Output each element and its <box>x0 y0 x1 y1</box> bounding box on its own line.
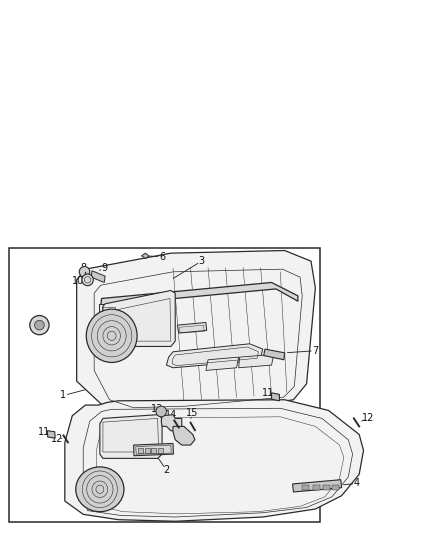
Text: 11: 11 <box>38 427 50 437</box>
Polygon shape <box>166 344 263 368</box>
Ellipse shape <box>30 316 49 335</box>
Ellipse shape <box>156 406 166 417</box>
Polygon shape <box>91 271 105 282</box>
Polygon shape <box>264 349 285 360</box>
Bar <box>323 485 330 490</box>
Polygon shape <box>77 251 315 418</box>
Bar <box>302 485 309 490</box>
Polygon shape <box>47 431 55 438</box>
Text: 9: 9 <box>101 263 107 272</box>
Polygon shape <box>65 400 364 521</box>
Text: 11: 11 <box>262 388 274 398</box>
Polygon shape <box>99 304 118 325</box>
Text: 3: 3 <box>198 256 205 266</box>
Text: 2: 2 <box>163 465 170 475</box>
Bar <box>158 448 163 453</box>
Bar <box>138 448 143 453</box>
Text: 6: 6 <box>159 252 165 262</box>
Polygon shape <box>161 415 182 432</box>
Bar <box>145 448 150 453</box>
Ellipse shape <box>76 467 124 512</box>
Text: 12: 12 <box>362 414 374 423</box>
Bar <box>9 248 320 522</box>
Text: 8: 8 <box>80 263 86 272</box>
Text: 14: 14 <box>165 410 177 419</box>
Polygon shape <box>293 480 342 492</box>
Text: 12: 12 <box>51 434 63 443</box>
Text: 1: 1 <box>60 391 67 400</box>
Polygon shape <box>101 282 298 306</box>
Polygon shape <box>100 415 162 458</box>
Polygon shape <box>134 443 173 456</box>
Polygon shape <box>206 357 239 370</box>
Text: 5: 5 <box>33 321 39 331</box>
Text: 15: 15 <box>186 408 198 418</box>
Text: 4: 4 <box>354 479 360 488</box>
Text: 13: 13 <box>151 404 163 414</box>
Ellipse shape <box>82 274 93 286</box>
Ellipse shape <box>35 320 44 330</box>
Bar <box>313 485 320 490</box>
Polygon shape <box>177 322 207 333</box>
Polygon shape <box>239 354 274 368</box>
Polygon shape <box>103 290 175 346</box>
Bar <box>151 448 156 453</box>
Ellipse shape <box>79 266 90 277</box>
Text: 10: 10 <box>72 276 84 286</box>
Polygon shape <box>272 393 279 401</box>
Text: 7: 7 <box>312 346 318 356</box>
Ellipse shape <box>86 309 137 362</box>
Bar <box>332 485 339 490</box>
Polygon shape <box>173 426 195 445</box>
Polygon shape <box>141 253 149 259</box>
